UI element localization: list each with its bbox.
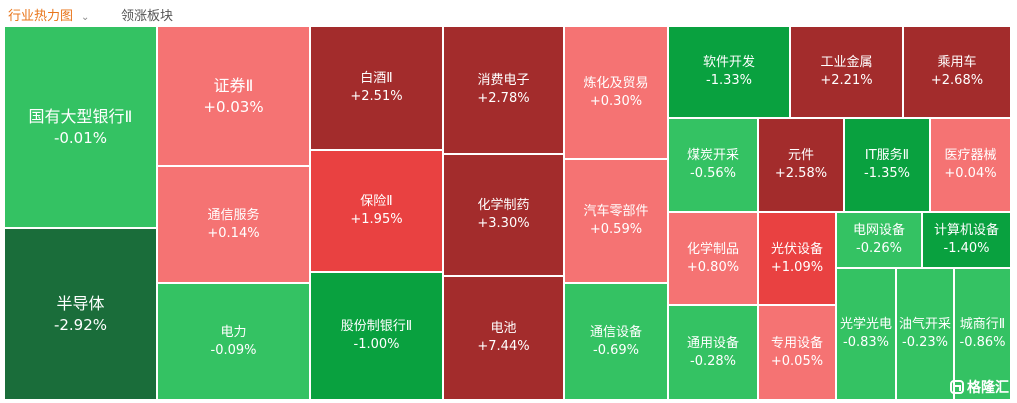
- gelonghui-logo: 格隆汇: [950, 377, 1009, 397]
- sector-change: +2.21%: [820, 73, 873, 88]
- sector-name: 软件开发: [702, 55, 755, 70]
- sector-change: +0.30%: [589, 93, 643, 109]
- sector-tile[interactable]: 电力 -0.09%: [157, 283, 310, 400]
- chevron-down-icon[interactable]: ⌄: [81, 12, 90, 23]
- sector-name: 半导体: [56, 293, 105, 313]
- tab-industry-heatmap-label: 行业热力图: [8, 9, 74, 24]
- sector-change: +3.30%: [477, 216, 530, 231]
- sector-name: 保险Ⅱ: [360, 194, 393, 209]
- sector-change: +2.68%: [930, 73, 984, 88]
- sector-change: +0.04%: [944, 166, 997, 181]
- sector-change: +1.95%: [350, 212, 403, 227]
- sector-name: 化学制品: [686, 241, 739, 257]
- sector-change: +0.80%: [686, 259, 740, 275]
- sector-name: 电池: [490, 321, 517, 336]
- sector-tile[interactable]: 油气开采 -0.23%: [896, 268, 954, 400]
- sector-tile[interactable]: 电池 +7.44%: [443, 276, 564, 400]
- sector-change: +2.58%: [774, 166, 828, 181]
- sector-change: -0.01%: [53, 128, 108, 147]
- sector-tile[interactable]: 光学光电 -0.83%: [836, 268, 896, 400]
- sector-change: -0.83%: [843, 335, 889, 350]
- sector-name: 油气开采: [898, 317, 951, 332]
- sector-name: 医疗器械: [944, 148, 997, 163]
- sector-tile[interactable]: 电网设备 -0.26%: [836, 212, 922, 268]
- sector-name: 计算机设备: [933, 223, 999, 238]
- sector-name: 炼化及贸易: [583, 75, 649, 91]
- sector-change: +0.05%: [770, 353, 824, 369]
- tab-industry-heatmap[interactable]: 行业热力图 ⌄: [8, 5, 89, 24]
- sector-name: 光伏设备: [770, 241, 823, 257]
- sector-tile[interactable]: 通用设备 -0.28%: [668, 305, 758, 400]
- sector-change: -0.86%: [959, 335, 1006, 350]
- sector-tile[interactable]: 医疗器械 +0.04%: [930, 118, 1011, 212]
- sector-name: 专用设备: [770, 335, 823, 351]
- sector-name: 证券Ⅱ: [213, 75, 254, 95]
- sector-name: 乘用车: [937, 55, 977, 70]
- sector-tile[interactable]: 汽车零部件 +0.59%: [564, 159, 668, 283]
- sector-change: -0.28%: [690, 353, 736, 369]
- sector-tile[interactable]: 工业金属 +2.21%: [790, 26, 903, 118]
- sector-change: +7.44%: [477, 339, 530, 354]
- sector-change: -0.56%: [690, 166, 736, 181]
- sector-change: -1.40%: [943, 241, 990, 256]
- tab-leading-sectors[interactable]: 领涨板块: [121, 9, 174, 24]
- sector-tile[interactable]: 通信设备 -0.69%: [564, 283, 668, 400]
- sector-name: 工业金属: [820, 55, 873, 70]
- sector-change: +2.51%: [350, 89, 403, 104]
- sector-tile[interactable]: 股份制银行Ⅱ -1.00%: [310, 272, 443, 400]
- sector-name: 通用设备: [686, 335, 739, 351]
- sector-change: -0.69%: [593, 342, 639, 358]
- sector-name: 光学光电: [839, 317, 892, 332]
- sector-name: 消费电子: [477, 73, 530, 88]
- sector-tile[interactable]: 化学制品 +0.80%: [668, 212, 758, 305]
- sector-tile[interactable]: 光伏设备 +1.09%: [758, 212, 836, 305]
- sector-tile[interactable]: 半导体 -2.92%: [4, 228, 157, 400]
- sector-tile[interactable]: 国有大型银行Ⅱ -0.01%: [4, 26, 157, 228]
- sector-name: 通信设备: [589, 324, 642, 340]
- sector-name: IT服务Ⅱ: [864, 148, 910, 163]
- sector-change: +0.03%: [203, 97, 264, 116]
- sector-change: +1.09%: [770, 259, 824, 275]
- sector-tile[interactable]: 元件 +2.58%: [758, 118, 844, 212]
- sector-name: 煤炭开采: [686, 148, 739, 163]
- tab-bar: 行业热力图 ⌄ 领涨板块: [0, 0, 1017, 26]
- sector-tile[interactable]: 化学制药 +3.30%: [443, 154, 564, 276]
- sector-tile[interactable]: IT服务Ⅱ -1.35%: [844, 118, 930, 212]
- sector-name: 汽车零部件: [583, 204, 649, 219]
- sector-tile[interactable]: 煤炭开采 -0.56%: [668, 118, 758, 212]
- sector-change: -0.26%: [856, 241, 902, 256]
- sector-name: 电网设备: [852, 223, 905, 238]
- sector-change: -0.23%: [902, 335, 948, 350]
- sector-tile[interactable]: 保险Ⅱ +1.95%: [310, 150, 443, 272]
- sector-change: +0.14%: [207, 225, 260, 241]
- sector-name: 国有大型银行Ⅱ: [28, 106, 133, 126]
- sector-tile[interactable]: 白酒Ⅱ +2.51%: [310, 26, 443, 150]
- sector-change: -1.00%: [353, 337, 400, 352]
- sector-name: 元件: [787, 148, 814, 163]
- sector-tile[interactable]: 通信服务 +0.14%: [157, 166, 310, 283]
- gelonghui-logo-icon: [950, 380, 964, 394]
- sector-name: 电力: [220, 324, 247, 340]
- sector-name: 城商行Ⅱ: [959, 317, 1006, 332]
- sector-tile[interactable]: 城商行Ⅱ -0.86%: [954, 268, 1011, 400]
- sector-change: +2.78%: [477, 91, 530, 106]
- sector-tile[interactable]: 专用设备 +0.05%: [758, 305, 836, 400]
- sector-change: -1.33%: [706, 73, 752, 88]
- sector-change: -0.09%: [210, 342, 257, 358]
- sector-tile[interactable]: 乘用车 +2.68%: [903, 26, 1011, 118]
- sector-change: +0.59%: [589, 222, 643, 237]
- sector-change: -1.35%: [864, 166, 910, 181]
- sector-change: -2.92%: [53, 315, 108, 334]
- sector-name: 通信服务: [207, 207, 260, 223]
- sector-name: 化学制药: [477, 198, 530, 213]
- sector-name: 股份制银行Ⅱ: [340, 319, 413, 334]
- sector-tile[interactable]: 炼化及贸易 +0.30%: [564, 26, 668, 159]
- sector-tile[interactable]: 计算机设备 -1.40%: [922, 212, 1011, 268]
- sector-name: 白酒Ⅱ: [360, 71, 393, 86]
- sector-tile[interactable]: 软件开发 -1.33%: [668, 26, 790, 118]
- sector-tile[interactable]: 消费电子 +2.78%: [443, 26, 564, 154]
- gelonghui-logo-text: 格隆汇: [967, 380, 1009, 396]
- sector-tile[interactable]: 证券Ⅱ +0.03%: [157, 26, 310, 166]
- industry-heatmap: 国有大型银行Ⅱ -0.01% 半导体 -2.92% 证券Ⅱ +0.03% 通信服务 +0.14…: [0, 26, 1017, 403]
